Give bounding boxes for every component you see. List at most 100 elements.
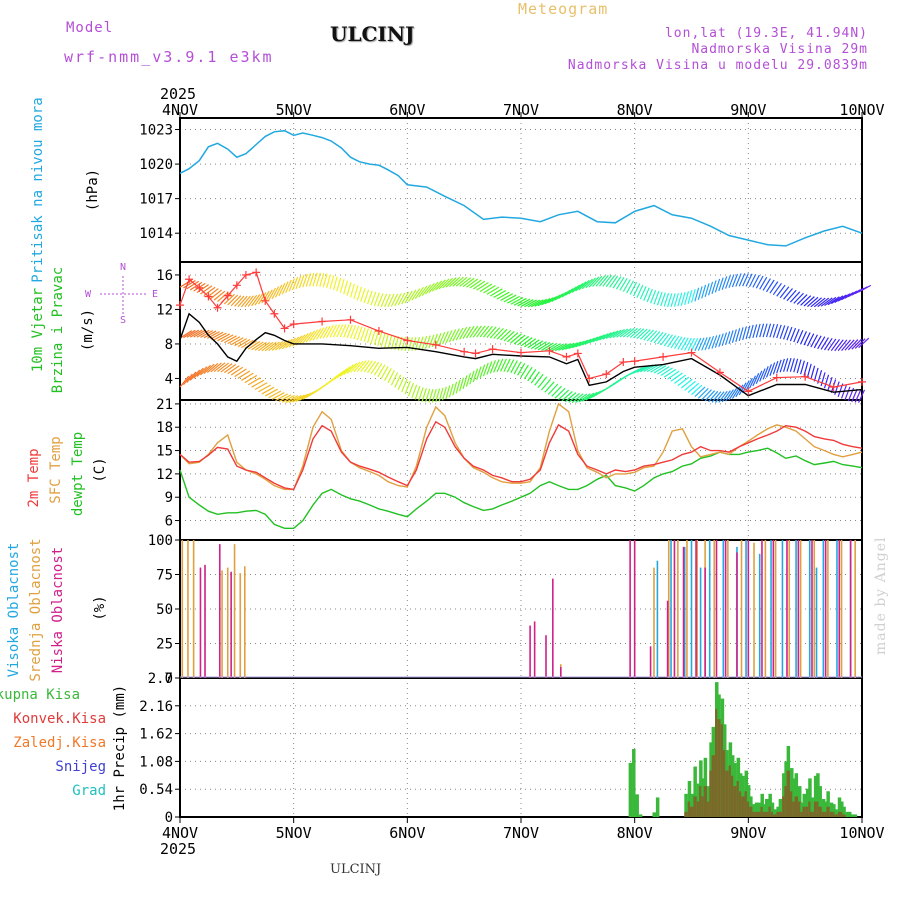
wind-barb: [373, 362, 383, 376]
precip-unit: 1hr Precip (mm): [112, 685, 128, 811]
wind-barb: [428, 388, 434, 403]
wind-gust-marker: [772, 373, 781, 382]
sfc-temp-line: [179, 402, 863, 491]
wind-barb: [476, 325, 486, 338]
wind-barb: [568, 341, 582, 350]
wind-barb: [725, 389, 735, 402]
wind-gust-marker: [619, 358, 628, 367]
wind-barb: [414, 386, 421, 400]
wind-barb: [694, 337, 702, 352]
wind-barb: [520, 337, 533, 347]
wind-barb: [213, 290, 226, 301]
sfc-temp-title: SFC Temp: [48, 436, 64, 503]
wind-barb: [800, 331, 808, 345]
wind-barb: [854, 389, 862, 403]
wind-barb: [264, 289, 273, 303]
wind-barb: [680, 378, 693, 389]
wind-barb: [674, 374, 687, 384]
wind-barb: [834, 381, 840, 396]
wind-barb: [336, 368, 348, 379]
wind-barb: [612, 276, 622, 289]
precip-convective-bar: [824, 811, 828, 817]
wind-barb: [479, 364, 486, 379]
wind-gust-marker: [471, 349, 480, 358]
wind-barb: [738, 382, 747, 396]
wind-gust-marker: [232, 281, 241, 290]
wind-barb: [779, 358, 785, 373]
wind-barb: [793, 292, 804, 304]
wind-barb: [264, 388, 278, 397]
wind-barb: [288, 336, 300, 348]
x-tick-label-bottom: 8NOV: [617, 824, 653, 842]
wind-barb: [793, 358, 799, 373]
lonlat-label: lon,lat (19.3E, 41.94N): [664, 26, 868, 41]
wind-barb: [742, 326, 747, 341]
precip-convective-bar: [826, 806, 830, 817]
wind-barb: [479, 325, 490, 338]
pressure-title: Pritisak na nivou mora: [30, 97, 46, 282]
precip-total-bar: [816, 773, 820, 817]
wind-barb: [565, 342, 578, 350]
precip-total-bar: [770, 802, 775, 817]
wind-barb: [438, 387, 444, 402]
precip-convective-bar: [749, 806, 753, 817]
x-tick-label-bottom: 7NOV: [503, 824, 539, 842]
model-label: Model: [66, 20, 114, 36]
wind-barb: [677, 337, 686, 350]
cloud-unit: (%): [92, 595, 108, 620]
wind-barb: [687, 337, 696, 351]
wind-barb: [465, 372, 472, 387]
wind-barb: [407, 289, 417, 302]
wind-gust-marker: [403, 336, 412, 345]
wind-barb: [776, 359, 782, 374]
wind-barb: [823, 374, 830, 389]
wind-barb: [520, 364, 529, 378]
wind-barb: [264, 341, 277, 352]
wind-barb: [830, 295, 844, 305]
precip-convective-bar: [776, 811, 780, 817]
wind-barb: [670, 293, 676, 308]
precip-total-bar: [776, 806, 780, 817]
wind-barb: [387, 334, 393, 349]
precip-convective-bar: [709, 770, 713, 817]
precip-total-bar: [853, 814, 858, 817]
precip-convective-bar: [808, 801, 812, 817]
wind-barb: [435, 279, 446, 291]
precip-total-bar: [778, 798, 783, 817]
wind-gust-marker: [280, 324, 289, 333]
wind-barb: [731, 273, 739, 288]
precip-convective-bar: [821, 811, 826, 817]
wind-barb: [738, 327, 744, 341]
wind-barb: [407, 337, 414, 351]
precip-convective-bar: [794, 796, 799, 817]
wind-barb: [189, 329, 203, 338]
wind-barb: [561, 391, 573, 402]
wind-barb: [247, 294, 258, 307]
wind-barb: [721, 276, 728, 290]
precip-total-bar: [628, 762, 633, 817]
wind-barb: [186, 329, 200, 338]
wind-barb: [827, 296, 840, 306]
wind-barb: [493, 327, 504, 339]
wind-barb: [660, 367, 673, 376]
wind-barb: [544, 381, 555, 393]
wind-barb: [455, 379, 461, 394]
wind-barb: [288, 395, 302, 404]
precip-total-bar: [808, 778, 812, 817]
wind-barb: [510, 296, 524, 305]
wind-barb: [486, 361, 493, 375]
wind-barb: [786, 289, 797, 302]
panel-1: [175, 261, 863, 401]
wind-barb: [363, 328, 370, 342]
wind-barb: [830, 339, 841, 352]
x-tick-label-bottom: 5NOV: [276, 824, 312, 842]
precip-total-bar: [847, 811, 852, 817]
x-tick-label-top: 7NOV: [503, 101, 539, 119]
wind-barb: [803, 332, 811, 346]
wind-barb: [650, 289, 657, 304]
precip-convective-bar: [741, 796, 745, 817]
wind-barb: [766, 279, 775, 293]
wind-barb: [373, 292, 380, 307]
wind-barb: [643, 329, 654, 341]
